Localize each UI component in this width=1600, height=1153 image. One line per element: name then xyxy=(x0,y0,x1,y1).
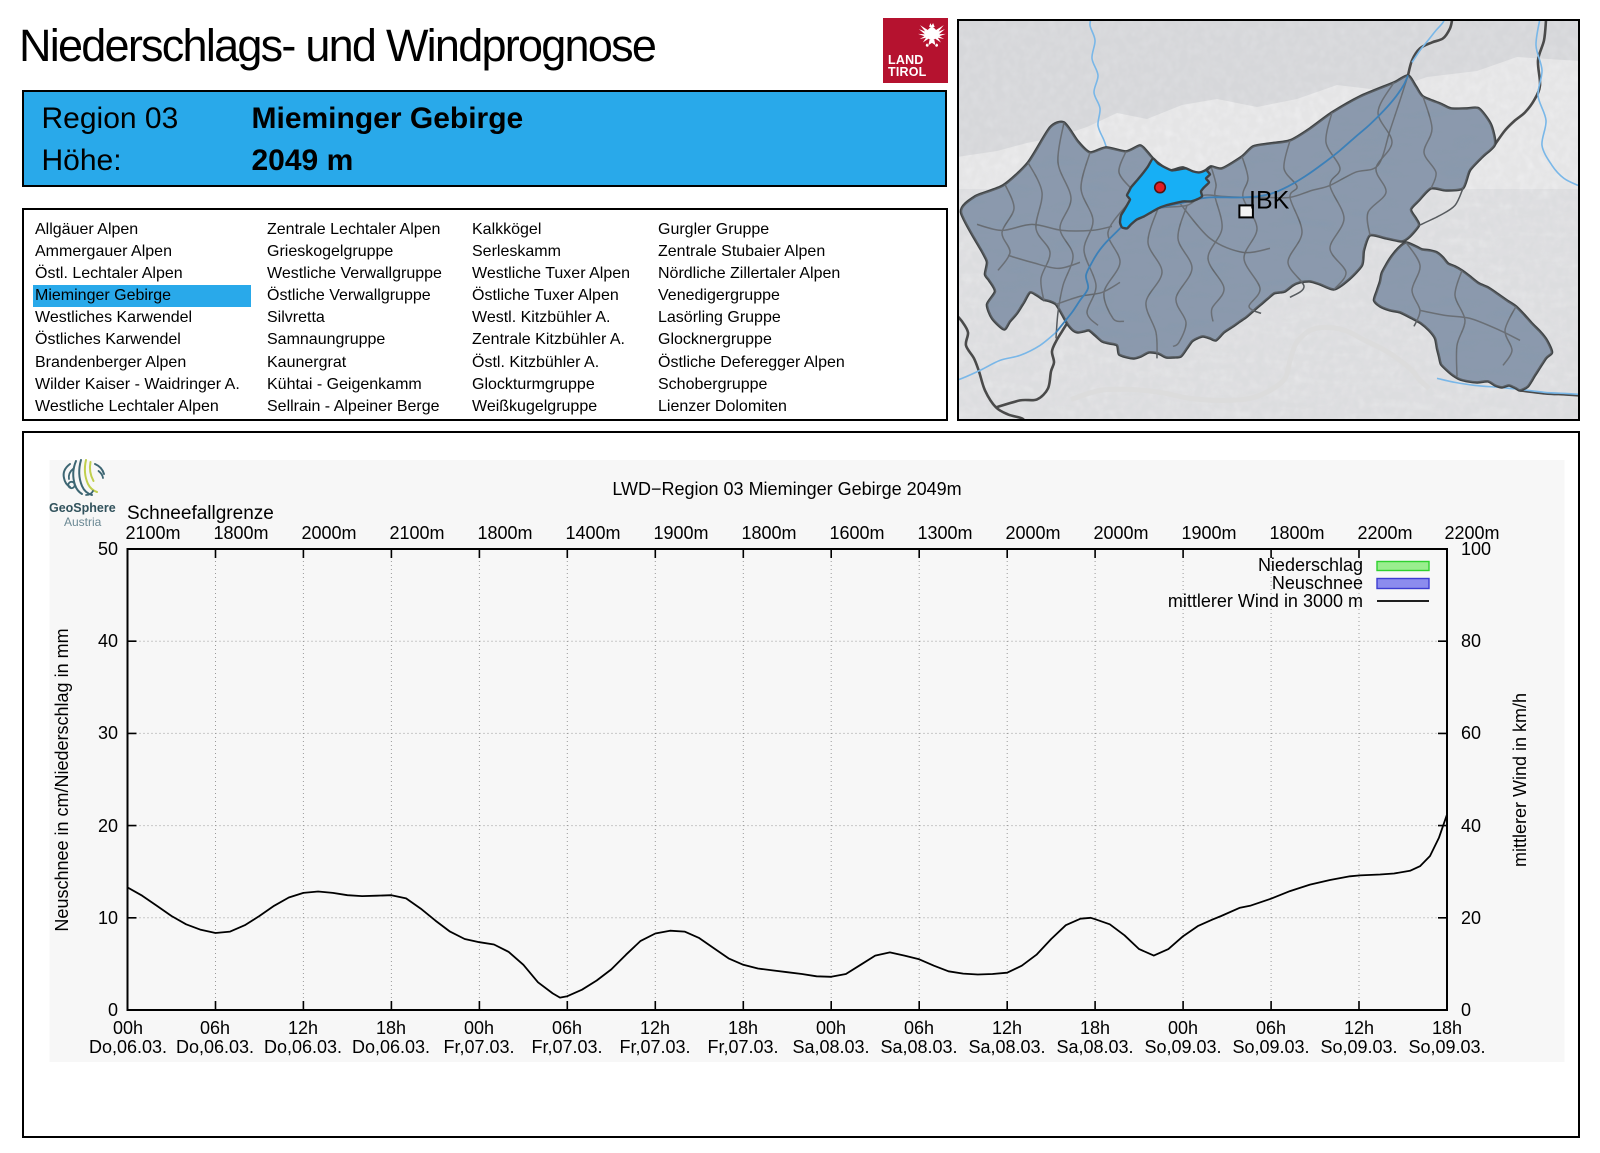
svg-text:Austria: Austria xyxy=(64,515,102,529)
svg-text:So,09.03.: So,09.03. xyxy=(1320,1037,1397,1057)
svg-text:2000m: 2000m xyxy=(301,523,356,543)
svg-text:00h: 00h xyxy=(464,1018,494,1038)
svg-text:Neuschnee: Neuschnee xyxy=(1272,573,1363,593)
svg-text:1600m: 1600m xyxy=(829,523,884,543)
svg-text:Fr,07.03.: Fr,07.03. xyxy=(443,1037,514,1057)
svg-text:18h: 18h xyxy=(728,1018,758,1038)
svg-text:1800m: 1800m xyxy=(477,523,532,543)
svg-text:50: 50 xyxy=(98,539,118,559)
svg-text:So,09.03.: So,09.03. xyxy=(1144,1037,1221,1057)
svg-text:1800m: 1800m xyxy=(1269,523,1324,543)
svg-text:2000m: 2000m xyxy=(1093,523,1148,543)
svg-text:0: 0 xyxy=(1461,1000,1471,1020)
svg-text:20: 20 xyxy=(98,816,118,836)
svg-text:12h: 12h xyxy=(1344,1018,1374,1038)
svg-text:18h: 18h xyxy=(1432,1018,1462,1038)
svg-text:12h: 12h xyxy=(640,1018,670,1038)
svg-text:0: 0 xyxy=(108,1000,118,1020)
svg-text:20: 20 xyxy=(1461,908,1481,928)
svg-text:1400m: 1400m xyxy=(565,523,620,543)
svg-text:10: 10 xyxy=(98,908,118,928)
svg-text:80: 80 xyxy=(1461,631,1481,651)
svg-text:40: 40 xyxy=(1461,816,1481,836)
svg-text:00h: 00h xyxy=(1168,1018,1198,1038)
svg-text:1800m: 1800m xyxy=(213,523,268,543)
svg-text:60: 60 xyxy=(1461,723,1481,743)
svg-text:1800m: 1800m xyxy=(741,523,796,543)
svg-text:Niederschlag: Niederschlag xyxy=(1258,555,1363,575)
svg-text:Fr,07.03.: Fr,07.03. xyxy=(531,1037,602,1057)
svg-text:Fr,07.03.: Fr,07.03. xyxy=(707,1037,778,1057)
svg-text:2100m: 2100m xyxy=(125,523,180,543)
svg-text:18h: 18h xyxy=(1080,1018,1110,1038)
svg-text:Fr,07.03.: Fr,07.03. xyxy=(619,1037,690,1057)
svg-text:So,09.03.: So,09.03. xyxy=(1232,1037,1309,1057)
svg-text:LWD−Region 03 Mieminger Gebirg: LWD−Region 03 Mieminger Gebirge 2049m xyxy=(612,479,961,499)
svg-text:Sa,08.03.: Sa,08.03. xyxy=(1056,1037,1133,1057)
svg-text:00h: 00h xyxy=(816,1018,846,1038)
svg-text:06h: 06h xyxy=(1256,1018,1286,1038)
svg-text:Do,06.03.: Do,06.03. xyxy=(176,1037,254,1057)
svg-text:06h: 06h xyxy=(552,1018,582,1038)
svg-text:Do,06.03.: Do,06.03. xyxy=(264,1037,342,1057)
svg-text:Sa,08.03.: Sa,08.03. xyxy=(880,1037,957,1057)
svg-text:Neuschnee in cm/Niederschlag i: Neuschnee in cm/Niederschlag in mm xyxy=(52,628,72,931)
svg-text:2200m: 2200m xyxy=(1357,523,1412,543)
svg-text:18h: 18h xyxy=(376,1018,406,1038)
svg-text:Sa,08.03.: Sa,08.03. xyxy=(968,1037,1045,1057)
svg-text:IBK: IBK xyxy=(1249,186,1290,214)
svg-text:So,09.03.: So,09.03. xyxy=(1408,1037,1485,1057)
svg-text:2100m: 2100m xyxy=(389,523,444,543)
svg-text:12h: 12h xyxy=(992,1018,1022,1038)
svg-text:30: 30 xyxy=(98,723,118,743)
svg-text:Sa,08.03.: Sa,08.03. xyxy=(792,1037,869,1057)
svg-text:12h: 12h xyxy=(288,1018,318,1038)
svg-text:06h: 06h xyxy=(200,1018,230,1038)
svg-text:00h: 00h xyxy=(113,1018,143,1038)
svg-text:100: 100 xyxy=(1461,539,1491,559)
svg-text:1900m: 1900m xyxy=(1181,523,1236,543)
svg-text:mittlerer Wind in 3000 m: mittlerer Wind in 3000 m xyxy=(1168,591,1363,611)
svg-text:1300m: 1300m xyxy=(917,523,972,543)
svg-text:06h: 06h xyxy=(904,1018,934,1038)
svg-text:mittlerer Wind in km/h: mittlerer Wind in km/h xyxy=(1510,693,1530,867)
svg-text:Do,06.03.: Do,06.03. xyxy=(352,1037,430,1057)
svg-text:Do,06.03.: Do,06.03. xyxy=(89,1037,167,1057)
svg-text:40: 40 xyxy=(98,631,118,651)
svg-text:1900m: 1900m xyxy=(653,523,708,543)
svg-text:GeoSphere: GeoSphere xyxy=(49,501,116,515)
svg-text:2000m: 2000m xyxy=(1005,523,1060,543)
svg-text:Schneefallgrenze: Schneefallgrenze xyxy=(127,503,274,524)
svg-text:2200m: 2200m xyxy=(1444,523,1499,543)
